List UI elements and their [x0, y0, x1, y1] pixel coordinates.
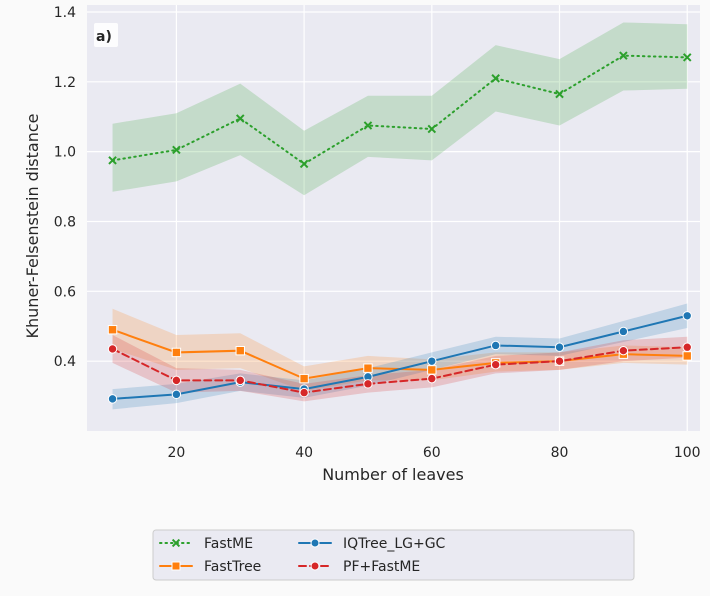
iqtree-lg-gc-point	[554, 342, 565, 352]
legend-marker-iqtree-lg-gc	[310, 538, 320, 548]
fastme-confidence-band	[112, 22, 688, 196]
fastme-point	[682, 53, 692, 62]
panel-label-box	[94, 23, 118, 47]
fastme-point	[108, 156, 117, 165]
x-tick-labels: 20 40 60 80 100	[167, 445, 700, 461]
y-tick-label: 1.2	[54, 75, 76, 91]
fasttree-point	[171, 347, 182, 358]
legend-label-iqtree-lg-gc: IQTree_LG+GC	[343, 536, 446, 552]
fasttree-confidence-band	[112, 308, 688, 391]
x-tick-label: 100	[674, 445, 701, 461]
fasttree-point	[363, 363, 373, 373]
fastme-line	[111, 54, 689, 166]
y-tick-label: 0.6	[54, 284, 76, 300]
fasttree-point	[427, 365, 437, 375]
grid-lines	[87, 5, 700, 431]
iqtree-lg-gc-point	[427, 356, 437, 366]
fastme-point	[427, 124, 437, 134]
x-axis-label: Number of leaves	[322, 465, 464, 484]
series-lines	[111, 54, 689, 400]
fastme-point	[235, 114, 245, 123]
x-tick-label: 80	[551, 445, 569, 461]
legend: FastME FastTree IQTree_LG+GC PF+FastME	[152, 529, 635, 581]
legend-label-fasttree: FastTree	[204, 559, 261, 575]
legend-label-pf-fastme: PF+FastME	[343, 559, 420, 575]
plot-background	[87, 5, 700, 431]
pf-fastme-line	[111, 346, 689, 394]
fastme-point	[619, 51, 628, 60]
y-tick-label: 1.4	[54, 5, 76, 21]
fasttree-point	[107, 325, 118, 335]
pf-fastme-point	[299, 387, 309, 398]
y-tick-label: 0.4	[54, 354, 76, 370]
pf-fastme-point	[171, 375, 182, 386]
pf-fastme-point	[107, 344, 118, 354]
pf-fastme-point	[427, 373, 437, 384]
legend-label-fastme: FastME	[204, 536, 253, 552]
iqtree-lg-gc-point	[682, 311, 692, 321]
y-tick-label: 1.0	[54, 145, 76, 161]
y-tick-labels: 0.4 0.6 0.8 1.0 1.2 1.4	[54, 5, 76, 370]
pf-fastme-point	[682, 342, 692, 352]
iqtree-lg-gc-point	[490, 340, 501, 351]
legend-marker-fastme	[171, 538, 181, 548]
pf-fastme-point	[490, 359, 501, 370]
fastme-point	[555, 89, 564, 99]
panel-label: a)	[96, 29, 112, 45]
legend-marker-fasttree	[171, 561, 181, 571]
x-tick-label: 40	[295, 445, 313, 461]
pf-fastme-point	[618, 345, 629, 356]
iqtree-lg-gc-point	[171, 389, 182, 400]
pf-fastme-point	[235, 375, 245, 386]
fasttree-point	[235, 345, 245, 356]
series-markers	[107, 51, 692, 404]
legend-marker-pf-fastme	[310, 561, 320, 571]
fasttree-point	[299, 373, 309, 384]
iqtree-lg-gc-point	[107, 394, 118, 404]
x-tick-label: 20	[167, 445, 185, 461]
fastme-point	[299, 159, 309, 169]
iqtree-lg-gc-point	[618, 326, 629, 337]
fastme-point	[363, 121, 373, 130]
fastme-point	[172, 145, 181, 155]
pf-fastme-point	[363, 379, 373, 389]
y-tick-label: 0.8	[54, 214, 76, 230]
fastme-point	[491, 74, 500, 83]
x-tick-label: 60	[423, 445, 441, 461]
pf-fastme-point	[554, 356, 565, 366]
legend-box	[152, 529, 635, 581]
fasttree-point	[682, 351, 692, 361]
y-axis-label: Khuner-Felsenstein distance	[23, 114, 42, 339]
iqtree-lg-gc-line	[111, 314, 689, 400]
